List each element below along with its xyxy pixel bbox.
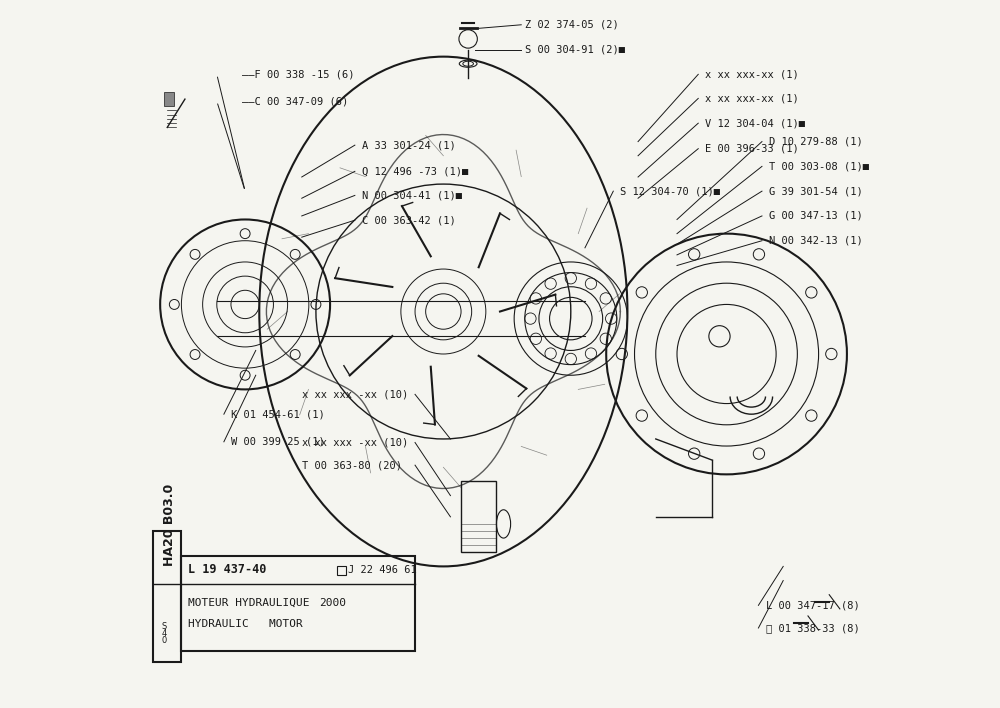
Text: x xx xxx-xx (1): x xx xxx-xx (1) (705, 93, 799, 103)
Text: HYDRAULIC   MOTOR: HYDRAULIC MOTOR (188, 620, 303, 629)
Text: V 12 304-04 (1)■: V 12 304-04 (1)■ (705, 118, 805, 128)
Text: C 00 363-42 (1): C 00 363-42 (1) (362, 215, 456, 225)
Bar (461, 481, 496, 552)
Text: Q 12 496 -73 (1)■: Q 12 496 -73 (1)■ (362, 166, 468, 176)
Text: 2000: 2000 (319, 598, 346, 608)
Text: HA20 B03.0: HA20 B03.0 (163, 484, 176, 566)
Text: G 39 301-54 (1): G 39 301-54 (1) (769, 186, 863, 196)
Bar (337, 566, 346, 575)
Text: E 00 396-33 (1): E 00 396-33 (1) (705, 144, 799, 154)
Text: x xx xxx -xx (10): x xx xxx -xx (10) (302, 389, 408, 399)
Text: ——C 00 347-09 (6): ——C 00 347-09 (6) (242, 96, 348, 106)
Bar (181, 556, 415, 651)
Text: 0: 0 (162, 636, 167, 645)
Text: D 10 279-88 (1): D 10 279-88 (1) (769, 137, 863, 147)
Text: N 00 304-41 (1)■: N 00 304-41 (1)■ (362, 190, 462, 200)
Text: T 00 303-08 (1)■: T 00 303-08 (1)■ (769, 161, 869, 171)
Text: x xx xxx -xx (10): x xx xxx -xx (10) (302, 438, 408, 447)
Text: T 00 363-80 (20): T 00 363-80 (20) (302, 460, 402, 470)
Text: W 00 399 25 (1): W 00 399 25 (1) (231, 437, 325, 447)
Text: 鼁 01 338-33 (8): 鼁 01 338-33 (8) (766, 623, 859, 633)
Text: N 00 342-13 (1): N 00 342-13 (1) (769, 236, 863, 246)
Text: J 22 496 61: J 22 496 61 (348, 565, 417, 575)
Text: A 33 301-24 (1): A 33 301-24 (1) (362, 140, 456, 150)
Text: L 19 437-40: L 19 437-40 (188, 564, 267, 576)
Text: Z 02 374-05 (2): Z 02 374-05 (2) (525, 20, 619, 30)
Bar (164, 92, 174, 106)
Text: 4: 4 (162, 629, 167, 638)
Text: MOTEUR HYDRAULIQUE: MOTEUR HYDRAULIQUE (188, 598, 310, 608)
Text: G 00 347-13 (1): G 00 347-13 (1) (769, 211, 863, 221)
Text: ——F 00 338 -15 (6): ——F 00 338 -15 (6) (242, 69, 354, 79)
Text: x xx xxx-xx (1): x xx xxx-xx (1) (705, 69, 799, 79)
Text: S 12 304-70 (1)■: S 12 304-70 (1)■ (620, 186, 720, 196)
Text: S 00 304-91 (2)■: S 00 304-91 (2)■ (525, 45, 625, 55)
Text: K 01 454-61 (1): K 01 454-61 (1) (231, 409, 325, 419)
Text: L 00 347-17 (8): L 00 347-17 (8) (766, 600, 859, 610)
Bar (153, 531, 181, 662)
Text: S: S (162, 622, 167, 631)
